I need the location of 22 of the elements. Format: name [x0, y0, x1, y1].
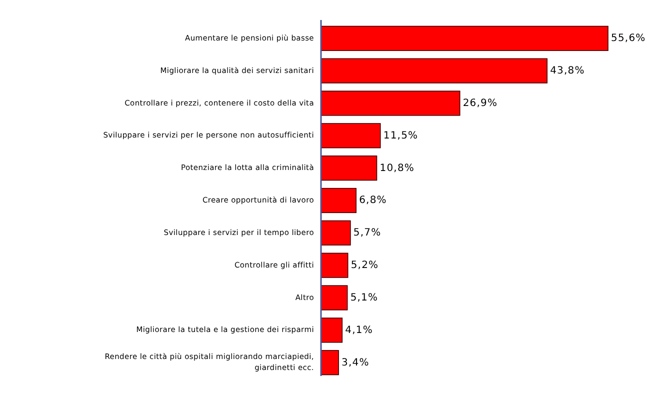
- bar: [320, 252, 348, 278]
- bar: [320, 188, 356, 214]
- data-label: 26,9%: [462, 98, 498, 109]
- data-label: 55,6%: [611, 33, 646, 44]
- data-label: 10,8%: [380, 162, 415, 174]
- data-label: 5,7%: [353, 228, 382, 239]
- bar: [320, 318, 343, 343]
- bar: [320, 220, 351, 246]
- data-label: 3,4%: [342, 357, 370, 368]
- bar: [320, 26, 608, 51]
- data-label: 4,1%: [345, 324, 373, 336]
- bar: [320, 123, 381, 148]
- bar: [320, 90, 460, 116]
- bar: [320, 156, 378, 181]
- data-label: 5,2%: [350, 260, 379, 272]
- data-label: 5,1%: [350, 292, 378, 304]
- data-label: 6,8%: [359, 195, 387, 206]
- data-label: 43,8%: [550, 66, 585, 77]
- bar: [320, 285, 348, 310]
- bar: [320, 350, 339, 376]
- bar: [320, 58, 548, 84]
- data-label: 11,5%: [383, 130, 418, 142]
